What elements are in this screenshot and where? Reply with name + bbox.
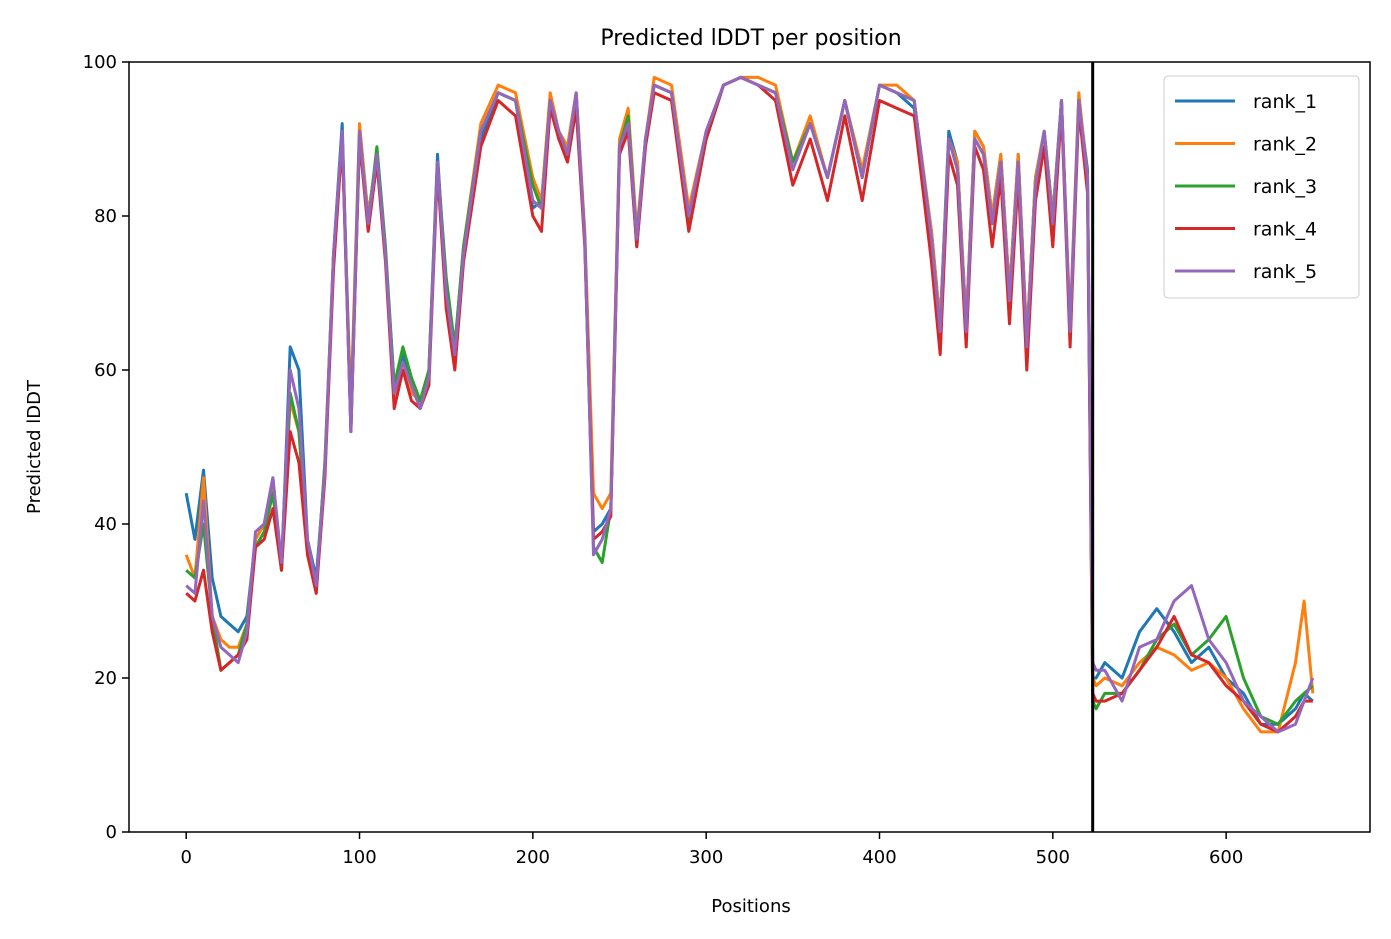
x-tick-label: 100 (342, 847, 376, 868)
chart-title: Predicted lDDT per position (600, 26, 901, 51)
x-axis-ticks: 0 100 200 300 400 500 600 (180, 832, 1243, 868)
legend-label-rank-2: rank_2 (1253, 134, 1317, 156)
legend-label-rank-5: rank_5 (1253, 261, 1317, 283)
y-tick-label: 20 (94, 668, 117, 689)
y-tick-label: 0 (106, 822, 117, 843)
y-tick-label: 100 (83, 52, 117, 73)
legend-label-rank-4: rank_4 (1253, 219, 1317, 241)
legend: rank_1 rank_2 rank_3 rank_4 rank_5 (1163, 75, 1360, 299)
x-tick-label: 600 (1209, 847, 1243, 868)
legend-label-rank-3: rank_3 (1253, 176, 1317, 198)
plot-area-frame (128, 61, 1371, 833)
x-tick-label: 200 (516, 847, 550, 868)
x-tick-label: 400 (862, 847, 896, 868)
series-line-rank-1 (184, 75, 1314, 726)
y-tick-label: 80 (94, 206, 117, 227)
y-tick-label: 60 (94, 360, 117, 381)
series-line-rank-2 (184, 75, 1315, 734)
series-line-rank-4 (185, 75, 1313, 734)
series-lines (184, 75, 1315, 734)
legend-box (1163, 75, 1360, 299)
x-tick-label: 300 (689, 847, 723, 868)
legend-label-rank-1: rank_1 (1253, 91, 1317, 113)
y-tick-label: 40 (94, 514, 117, 535)
x-tick-label: 0 (180, 847, 191, 868)
y-axis-label: Predicted lDDT (24, 379, 45, 514)
y-axis-ticks: 0 20 40 60 80 100 (83, 52, 129, 843)
x-tick-label: 500 (1036, 847, 1070, 868)
series-line-rank-5 (185, 75, 1315, 734)
x-axis-label: Positions (711, 896, 790, 917)
